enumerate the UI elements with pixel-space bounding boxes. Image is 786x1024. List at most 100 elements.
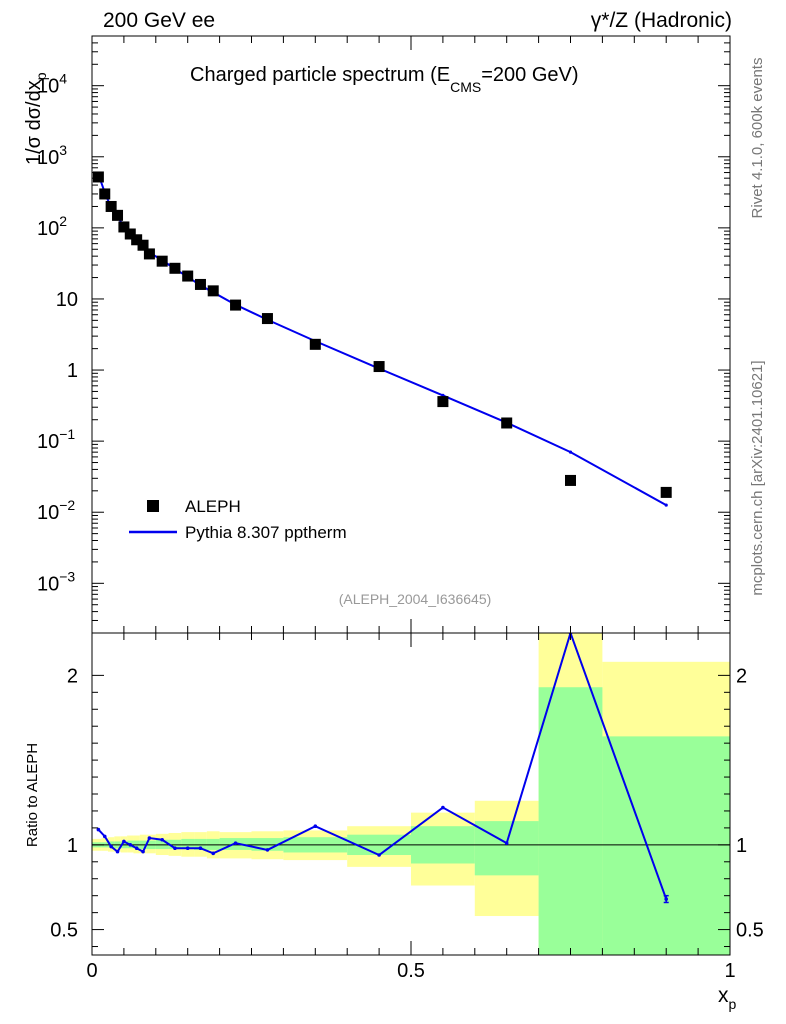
main-y-tick-label: 10 — [56, 289, 78, 311]
main-y-tick-label: 10−3 — [37, 568, 75, 595]
aleph-point — [437, 396, 449, 408]
main-y-tick-mantissa: 10 — [37, 502, 59, 524]
main-title-subscript: CMS — [450, 79, 481, 95]
header-left-label: 200 GeV ee — [103, 9, 215, 32]
mcplots-source-label: mcplots.cern.ch [arXiv:2401.10621] — [749, 360, 766, 595]
ratio-point — [102, 834, 107, 839]
aleph-point — [156, 255, 168, 267]
pythia-point — [568, 450, 573, 454]
y-axis-label-subscript: p — [33, 72, 49, 80]
ratio-point — [377, 853, 381, 857]
aleph-point — [660, 486, 672, 498]
ratio-uncertainty-bands — [92, 633, 730, 955]
ratio-point — [160, 837, 164, 842]
ratio-band-stat — [602, 736, 730, 955]
aleph-point — [230, 299, 242, 311]
main-title: Charged particle spectrum (ECMS=200 GeV) — [190, 64, 579, 95]
x-axis-label-text: x — [718, 984, 729, 1007]
main-frame — [91, 35, 731, 634]
aleph-point — [182, 270, 194, 282]
ratio-axes: 0.5 0.51 12 20 0.5 1 — [50, 633, 764, 982]
legend: ALEPH Pythia 8.307 pptherm — [129, 497, 347, 542]
aleph-point — [112, 209, 124, 221]
x-axis-label-subscript: p — [729, 996, 737, 1012]
main-y-tick-label: 103 — [37, 142, 67, 169]
ratio-point — [198, 846, 203, 851]
main-y-tick-label: 10−2 — [37, 497, 75, 524]
ratio-point — [441, 805, 445, 810]
main-y-tick-label: 10−1 — [37, 426, 75, 453]
ratio-point — [134, 846, 139, 851]
ratio-y-tick-label-right: 1 — [736, 835, 747, 857]
main-y-tick-exponent: 3 — [59, 142, 67, 158]
aleph-point — [143, 248, 155, 260]
ratio-plot-area — [92, 633, 730, 904]
main-y-tick-exponent: 4 — [59, 71, 67, 87]
ratio-point — [115, 849, 120, 854]
aleph-point — [373, 361, 385, 373]
main-y-tick-mantissa: 10 — [37, 76, 59, 98]
main-title-rest: =200 GeV) — [481, 64, 578, 86]
pythia-line — [97, 173, 667, 506]
main-y-tick-exponent: −2 — [59, 497, 75, 513]
aleph-point — [194, 278, 206, 290]
rivet-version-label: Rivet 4.1.0, 600k events — [749, 58, 766, 219]
ratio-y-tick-label-left: 0.5 — [50, 920, 78, 942]
legend-marker-aleph — [147, 500, 159, 512]
ratio-line — [97, 633, 668, 900]
ratio-point — [173, 846, 177, 851]
ratio-frame — [91, 632, 731, 956]
x-tick-label: 0 — [86, 960, 97, 982]
aleph-point — [105, 200, 117, 212]
ratio-y-tick-label-right: 0.5 — [736, 920, 764, 942]
aleph-point — [131, 234, 143, 246]
aleph-point — [565, 474, 576, 486]
main-y-tick-mantissa: 10 — [37, 147, 59, 169]
ratio-band-stat — [538, 687, 603, 955]
ratio-point — [313, 824, 318, 828]
aleph-point — [124, 228, 136, 240]
ratio-point — [96, 827, 101, 832]
watermark-label: (ALEPH_2004_I636645) — [339, 591, 492, 607]
ratio-point — [147, 836, 152, 840]
ratio-band-stat — [181, 838, 195, 850]
main-y-tick-exponent: 2 — [59, 213, 67, 229]
aleph-point — [501, 417, 513, 429]
y-axis-label: 1/σ dσ/dxp — [23, 72, 49, 165]
main-plot-area — [92, 171, 672, 507]
x-tick-label: 1 — [724, 960, 735, 982]
ratio-point — [141, 849, 145, 854]
main-y-tick-label: 102 — [37, 213, 67, 240]
legend-label-pythia: Pythia 8.307 pptherm — [185, 523, 347, 542]
x-axis-label: xp — [718, 984, 737, 1012]
ratio-point — [265, 848, 270, 852]
ratio-point — [128, 843, 133, 847]
main-y-tick-exponent: −3 — [59, 568, 75, 584]
main-y-tick-label: 1 — [67, 360, 78, 382]
ratio-y-axis-label: Ratio to ALEPH — [24, 743, 41, 847]
ratio-point — [185, 846, 190, 851]
ratio-band-stat — [474, 821, 539, 876]
aleph-point — [118, 221, 130, 233]
ratio-point — [211, 851, 216, 856]
header-right-label: γ*/Z (Hadronic) — [591, 9, 732, 32]
main-y-tick-mantissa: 10 — [37, 431, 59, 453]
main-title-text: Charged particle spectrum (E — [190, 64, 450, 86]
main-y-tick-label: 104 — [37, 71, 67, 98]
ratio-point — [504, 841, 509, 845]
aleph-point — [137, 239, 149, 251]
main-y-tick-mantissa: 1 — [67, 360, 78, 382]
aleph-point — [309, 338, 321, 350]
pythia-point — [664, 503, 668, 507]
main-y-tick-mantissa: 10 — [56, 289, 78, 311]
main-y-tick-mantissa: 10 — [37, 218, 59, 240]
aleph-point — [207, 285, 219, 297]
ratio-point — [122, 839, 126, 844]
aleph-point — [99, 188, 111, 200]
ratio-y-tick-label-left: 1 — [67, 835, 78, 857]
main-y-tick-exponent: −1 — [59, 426, 75, 442]
ratio-y-tick-label-left: 2 — [67, 665, 78, 687]
